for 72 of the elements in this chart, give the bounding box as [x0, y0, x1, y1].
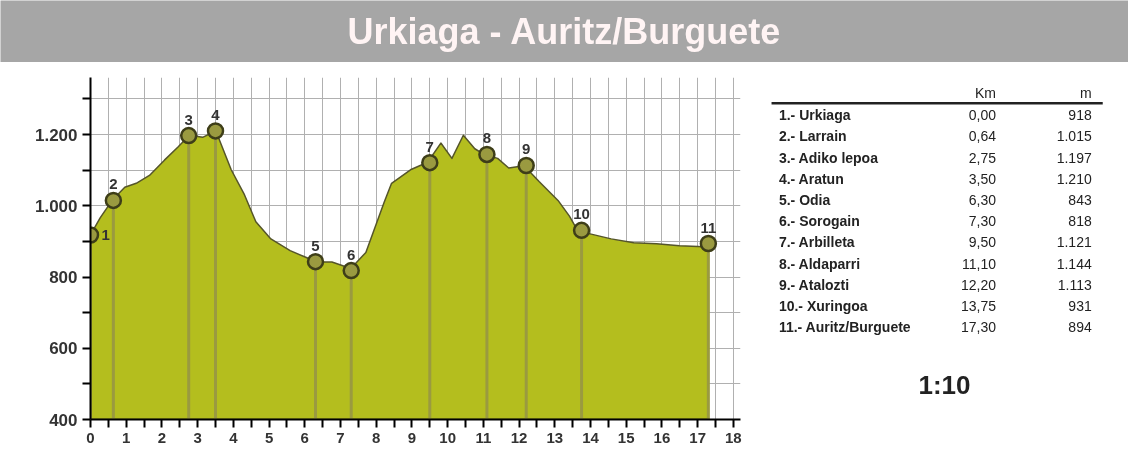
text: 8.- Aldaparri [778, 255, 861, 272]
x-tick-label: 17 [689, 428, 706, 446]
text: 0,64 [968, 128, 997, 145]
text: 1.210 [1056, 170, 1092, 187]
x-tick-label: 16 [653, 428, 671, 446]
x-tick-label: 12 [510, 428, 528, 446]
x-tick-label: 18 [725, 428, 742, 446]
annotation: 6 [347, 245, 356, 263]
text: 9,50 [968, 234, 997, 251]
y-tick-label: 600 [49, 339, 78, 359]
x-tick-label: 9 [407, 428, 417, 446]
text: 11.- Auritz/Burguete [778, 319, 911, 336]
x-tick-label: 11 [475, 428, 492, 446]
text: 10.- Xuringoa [778, 297, 868, 314]
text: 9.- Atalozti [778, 276, 850, 293]
text: 1.015 [1056, 128, 1092, 145]
x-tick-label: 13 [546, 428, 564, 446]
text: 4.- Aratun [778, 170, 844, 187]
x-tick-label: 0 [86, 428, 95, 446]
annotation: 11 [700, 218, 717, 236]
x-tick-label: 8 [372, 428, 381, 446]
text: 931 [1068, 297, 1092, 314]
annotation: 10 [573, 205, 590, 223]
text: 918 [1068, 107, 1092, 124]
annotation: 8 [482, 129, 492, 147]
text: 5.- Odia [778, 191, 831, 208]
text: 1.197 [1056, 149, 1092, 166]
text: 843 [1068, 191, 1092, 208]
text: 1:10 [918, 370, 971, 401]
text: 7.- Arbilleta [778, 234, 855, 251]
text: 17,30 [960, 319, 997, 336]
y-tick-label: 1.200 [34, 125, 78, 145]
annotation: 1 [101, 225, 110, 243]
y-tick-label: 1.000 [34, 196, 78, 216]
text: 3,50 [968, 170, 997, 187]
annotation: 5 [311, 236, 320, 254]
text: 6,30 [968, 191, 997, 208]
text: 7,30 [968, 213, 997, 230]
annotation: 9 [522, 140, 531, 158]
text: 1.- Urkiaga [778, 107, 851, 124]
x-tick-label: 15 [617, 428, 635, 446]
annotation: 7 [425, 137, 434, 155]
text: 2,75 [968, 149, 997, 166]
x-tick-label: 10 [439, 428, 456, 446]
text: 1.144 [1056, 255, 1092, 272]
x-tick-label: 6 [300, 428, 309, 446]
text: 6.- Sorogain [778, 213, 860, 230]
text: 818 [1068, 213, 1092, 230]
text: 11,10 [962, 255, 997, 272]
text: 1.113 [1057, 276, 1092, 293]
text: 13,75 [960, 297, 997, 314]
x-tick-label: 7 [336, 428, 345, 446]
x-tick-label: 3 [193, 428, 202, 446]
annotation: 2 [109, 175, 118, 193]
text: 12,20 [960, 276, 997, 293]
y-tick-label: 400 [49, 410, 78, 430]
text: m [1080, 85, 1092, 102]
text: 0,00 [968, 107, 997, 124]
text: 1.121 [1056, 234, 1092, 251]
text: 2.- Larrain [778, 128, 847, 145]
x-tick-label: 14 [582, 428, 600, 446]
x-tick-label: 5 [264, 428, 274, 446]
x-tick-label: 1 [122, 428, 131, 446]
annotation: 3 [184, 110, 193, 128]
chart-title: Urkiaga - Auritz/Burguete [347, 11, 781, 52]
text: 894 [1068, 319, 1092, 336]
x-tick-label: 2 [157, 428, 167, 446]
text: Km [975, 85, 997, 102]
y-tick-label: 800 [49, 268, 78, 287]
annotation: 4 [211, 105, 221, 123]
x-tick-label: 4 [229, 428, 239, 446]
text: 3.- Adiko lepoa [778, 149, 879, 166]
